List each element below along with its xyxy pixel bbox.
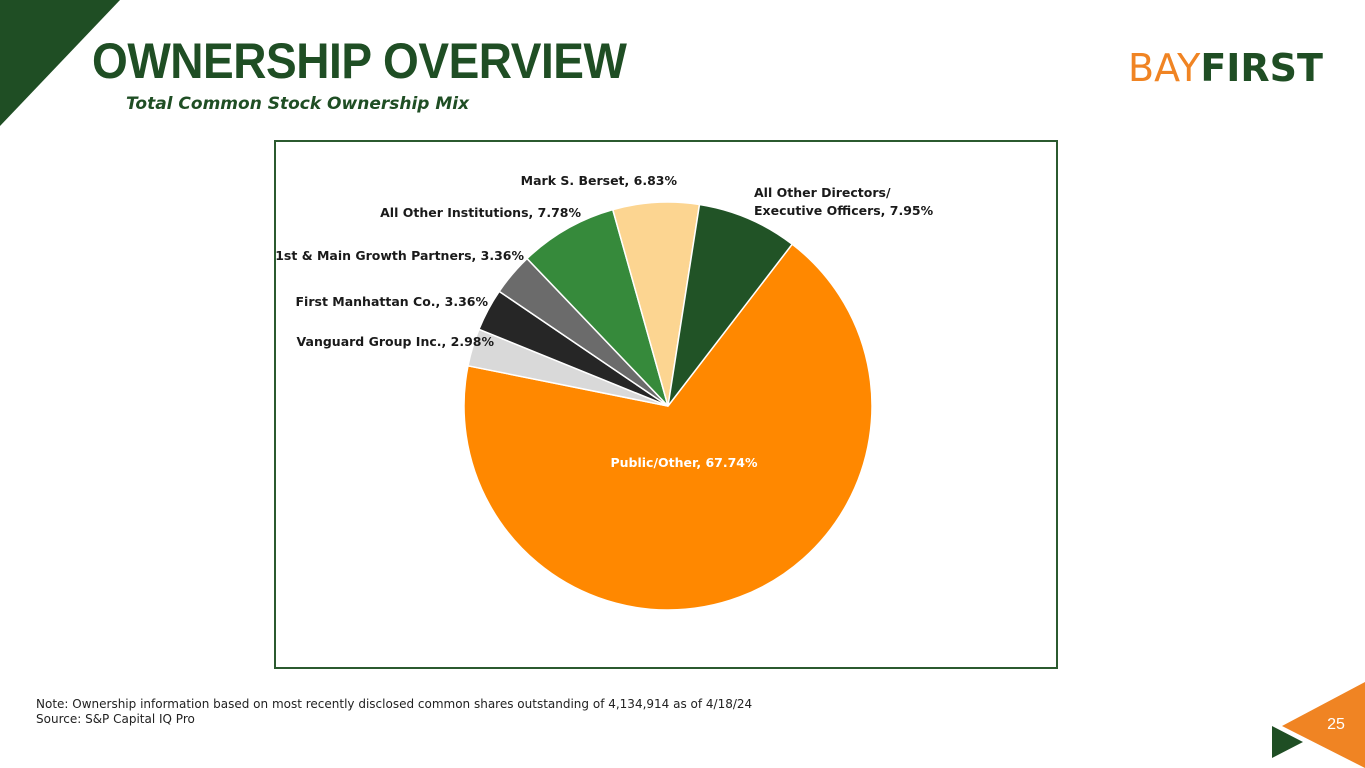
pie-slice-label: 1st & Main Growth Partners, 3.36% [276, 248, 524, 263]
page-title: OWNERSHIP OVERVIEW [92, 33, 627, 89]
pie-slice-label: Vanguard Group Inc., 2.98% [297, 334, 495, 349]
pie-slice-label: Public/Other, 67.74% [610, 455, 757, 470]
page-number: 25 [1327, 716, 1345, 733]
pie-slice [525, 208, 669, 407]
bayfirst-logo: BAYFIRST [1128, 46, 1323, 90]
chart-frame: Public/Other, 67.74% Vanguard Group Inc.,… [274, 140, 1058, 669]
corner-decoration-top-left [0, 0, 120, 126]
logo-text-first: FIRST [1200, 46, 1323, 90]
pie-slice-label: All Other Directors/Executive Officers, … [754, 185, 934, 218]
pie-slice-label: Mark S. Berset, 6.83% [521, 173, 678, 188]
ownership-note: Note: Ownership information based on mos… [36, 697, 753, 711]
pie-slice [667, 203, 794, 407]
logo-text-bay: BAY [1128, 46, 1201, 90]
pie-slice [463, 243, 873, 611]
pie-slice-label: First Manhattan Co., 3.36% [296, 294, 489, 309]
orange-triangle-shape [1282, 682, 1365, 768]
ownership-pie-chart: Public/Other, 67.74% Vanguard Group Inc.,… [276, 173, 934, 611]
source-note: Source: S&P Capital IQ Pro [36, 712, 195, 726]
pie-slice-label: All Other Institutions, 7.78% [380, 205, 581, 220]
corner-decoration-bottom-right [1272, 682, 1365, 768]
footnotes: Note: Ownership information based on mos… [36, 697, 752, 727]
page-subtitle: Total Common Stock Ownership Mix [126, 94, 470, 114]
green-arrow-shape [1272, 726, 1303, 758]
